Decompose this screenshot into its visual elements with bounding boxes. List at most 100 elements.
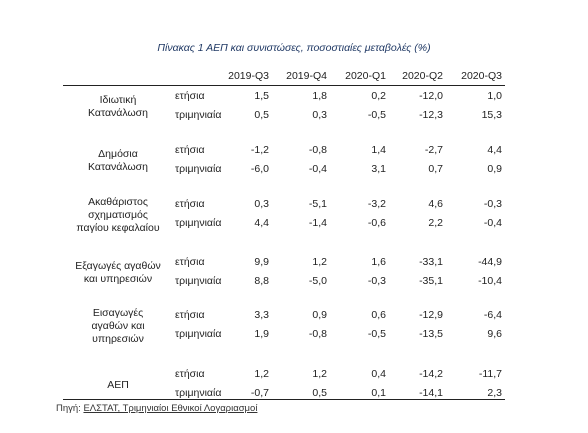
- table-cell: -2,7: [424, 144, 443, 156]
- measure-label: τριμηνιαία: [175, 163, 222, 175]
- table-cell: 15,3: [481, 109, 502, 121]
- table-cell: -6,0: [250, 163, 269, 175]
- column-header: 2020-Q2: [402, 70, 443, 82]
- table-cell: 4,6: [428, 198, 443, 210]
- table-cell: -44,9: [478, 256, 502, 268]
- table-cell: -5,0: [308, 275, 327, 287]
- table-cell: 2,3: [487, 387, 502, 399]
- table-cell: 4,4: [487, 144, 502, 156]
- table-cell: 0,3: [254, 198, 269, 210]
- table-cell: -0,4: [308, 163, 327, 175]
- table-cell: 0,3: [312, 109, 327, 121]
- component-label-line: και υπηρεσιών: [83, 273, 153, 285]
- component-label-line: Ιδιωτική: [99, 94, 137, 106]
- column-header: 2020-Q1: [345, 70, 386, 82]
- measure-label: ετήσια: [175, 256, 205, 268]
- measure-label: τριμηνιαία: [175, 275, 222, 287]
- table-cell: -3,2: [367, 198, 386, 210]
- table-cell: -0,5: [367, 109, 386, 121]
- table-cell: 1,4: [371, 144, 386, 156]
- component-label-line: Κατανάλωση: [88, 161, 148, 173]
- source-link[interactable]: ΕΛΣΤΑΤ, Τριμηνιαίοι Εθνικοί Λογαριασμοί: [83, 403, 258, 414]
- table-cell: 0,9: [487, 163, 502, 175]
- table-cell: -0,6: [367, 217, 386, 229]
- table-cell: 0,5: [254, 109, 269, 121]
- table-cell: -12,9: [419, 309, 443, 321]
- component-label-line: Εισαγωγές: [92, 307, 144, 319]
- table-cell: -0,3: [483, 198, 502, 210]
- source-note: Πηγή: ΕΛΣΤΑΤ, Τριμηνιαίοι Εθνικοί Λογαρι…: [56, 403, 257, 414]
- table-cell: 1,2: [254, 368, 269, 380]
- table-cell: -0,5: [367, 328, 386, 340]
- measure-label: ετήσια: [175, 309, 205, 321]
- table-cell: -13,5: [419, 328, 443, 340]
- table-cell: -5,1: [308, 198, 327, 210]
- table-cell: 1,8: [312, 90, 327, 102]
- table-cell: -0,8: [308, 328, 327, 340]
- table-cell: -0,4: [483, 217, 502, 229]
- table-cell: 1,2: [312, 368, 327, 380]
- measure-label: τριμηνιαία: [175, 217, 222, 229]
- source-prefix: Πηγή:: [56, 403, 84, 414]
- component-label: Ακαθάριστος σχηματισμός παγίου κεφαλαίου: [70, 196, 166, 235]
- table-cell: 0,5: [312, 387, 327, 399]
- table-cell: -14,1: [419, 387, 443, 399]
- table-cell: 1,5: [254, 90, 269, 102]
- table-cell: -33,1: [419, 256, 443, 268]
- component-label-line: Δημόσια: [98, 148, 138, 160]
- component-label-line: Ακαθάριστος: [88, 196, 148, 208]
- component-label: Εξαγωγές αγαθών και υπηρεσιών: [70, 260, 166, 286]
- table-cell: 0,1: [371, 387, 386, 399]
- component-label-line: παγίου κεφαλαίου: [76, 222, 160, 234]
- table-cell: 0,6: [371, 309, 386, 321]
- component-label: Ιδιωτική Κατανάλωση: [70, 94, 166, 120]
- table-title: Πίνακας 1 ΑΕΠ και συνιστώσες, ποσοστιαίε…: [157, 42, 431, 54]
- table-cell: 0,2: [371, 90, 386, 102]
- measure-label: τριμηνιαία: [175, 109, 222, 121]
- table-cell: -0,3: [367, 275, 386, 287]
- table-cell: -0,8: [308, 144, 327, 156]
- table-cell: 2,2: [428, 217, 443, 229]
- component-label-line: ΑΕΠ: [107, 379, 129, 391]
- column-header: 2020-Q3: [461, 70, 502, 82]
- table-cell: -0,7: [250, 387, 269, 399]
- component-label-line: υπηρεσιών: [92, 333, 144, 345]
- table-cell: 9,6: [487, 328, 502, 340]
- measure-label: ετήσια: [175, 198, 205, 210]
- table-cell: -12,3: [419, 109, 443, 121]
- table-cell: 0,7: [428, 163, 443, 175]
- table-cell: -14,2: [419, 368, 443, 380]
- table-cell: 3,3: [254, 309, 269, 321]
- measure-label: τριμηνιαία: [175, 387, 222, 399]
- bottom-rule: [63, 399, 505, 400]
- table-cell: -10,4: [478, 275, 502, 287]
- table-cell: 1,0: [487, 90, 502, 102]
- table-cell: -11,7: [478, 368, 502, 380]
- table-cell: 4,4: [254, 217, 269, 229]
- table-cell: 1,9: [254, 328, 269, 340]
- header-rule: [63, 85, 505, 86]
- table-cell: 1,6: [371, 256, 386, 268]
- measure-label: ετήσια: [175, 90, 205, 102]
- component-label: ΑΕΠ: [70, 379, 166, 392]
- table-cell: 0,9: [312, 309, 327, 321]
- column-header-row: 2019-Q3 2019-Q4 2020-Q1 2020-Q2 2020-Q3: [0, 70, 588, 84]
- table-cell: -6,4: [483, 309, 502, 321]
- column-header: 2019-Q4: [286, 70, 327, 82]
- table-cell: 8,8: [254, 275, 269, 287]
- measure-label: ετήσια: [175, 368, 205, 380]
- component-label: Δημόσια Κατανάλωση: [70, 148, 166, 174]
- measure-label: ετήσια: [175, 144, 205, 156]
- table-cell: -1,4: [308, 217, 327, 229]
- table-cell: 0,4: [371, 368, 386, 380]
- component-label-line: Κατανάλωση: [88, 107, 148, 119]
- table-cell: 1,2: [312, 256, 327, 268]
- table-cell: -12,0: [419, 90, 443, 102]
- table-cell: -35,1: [419, 275, 443, 287]
- table-cell: 3,1: [371, 163, 386, 175]
- component-label-line: σχηματισμός: [88, 209, 148, 221]
- component-label: Εισαγωγές αγαθών και υπηρεσιών: [70, 307, 166, 346]
- column-header: 2019-Q3: [228, 70, 269, 82]
- measure-label: τριμηνιαία: [175, 328, 222, 340]
- table-cell: 9,9: [254, 256, 269, 268]
